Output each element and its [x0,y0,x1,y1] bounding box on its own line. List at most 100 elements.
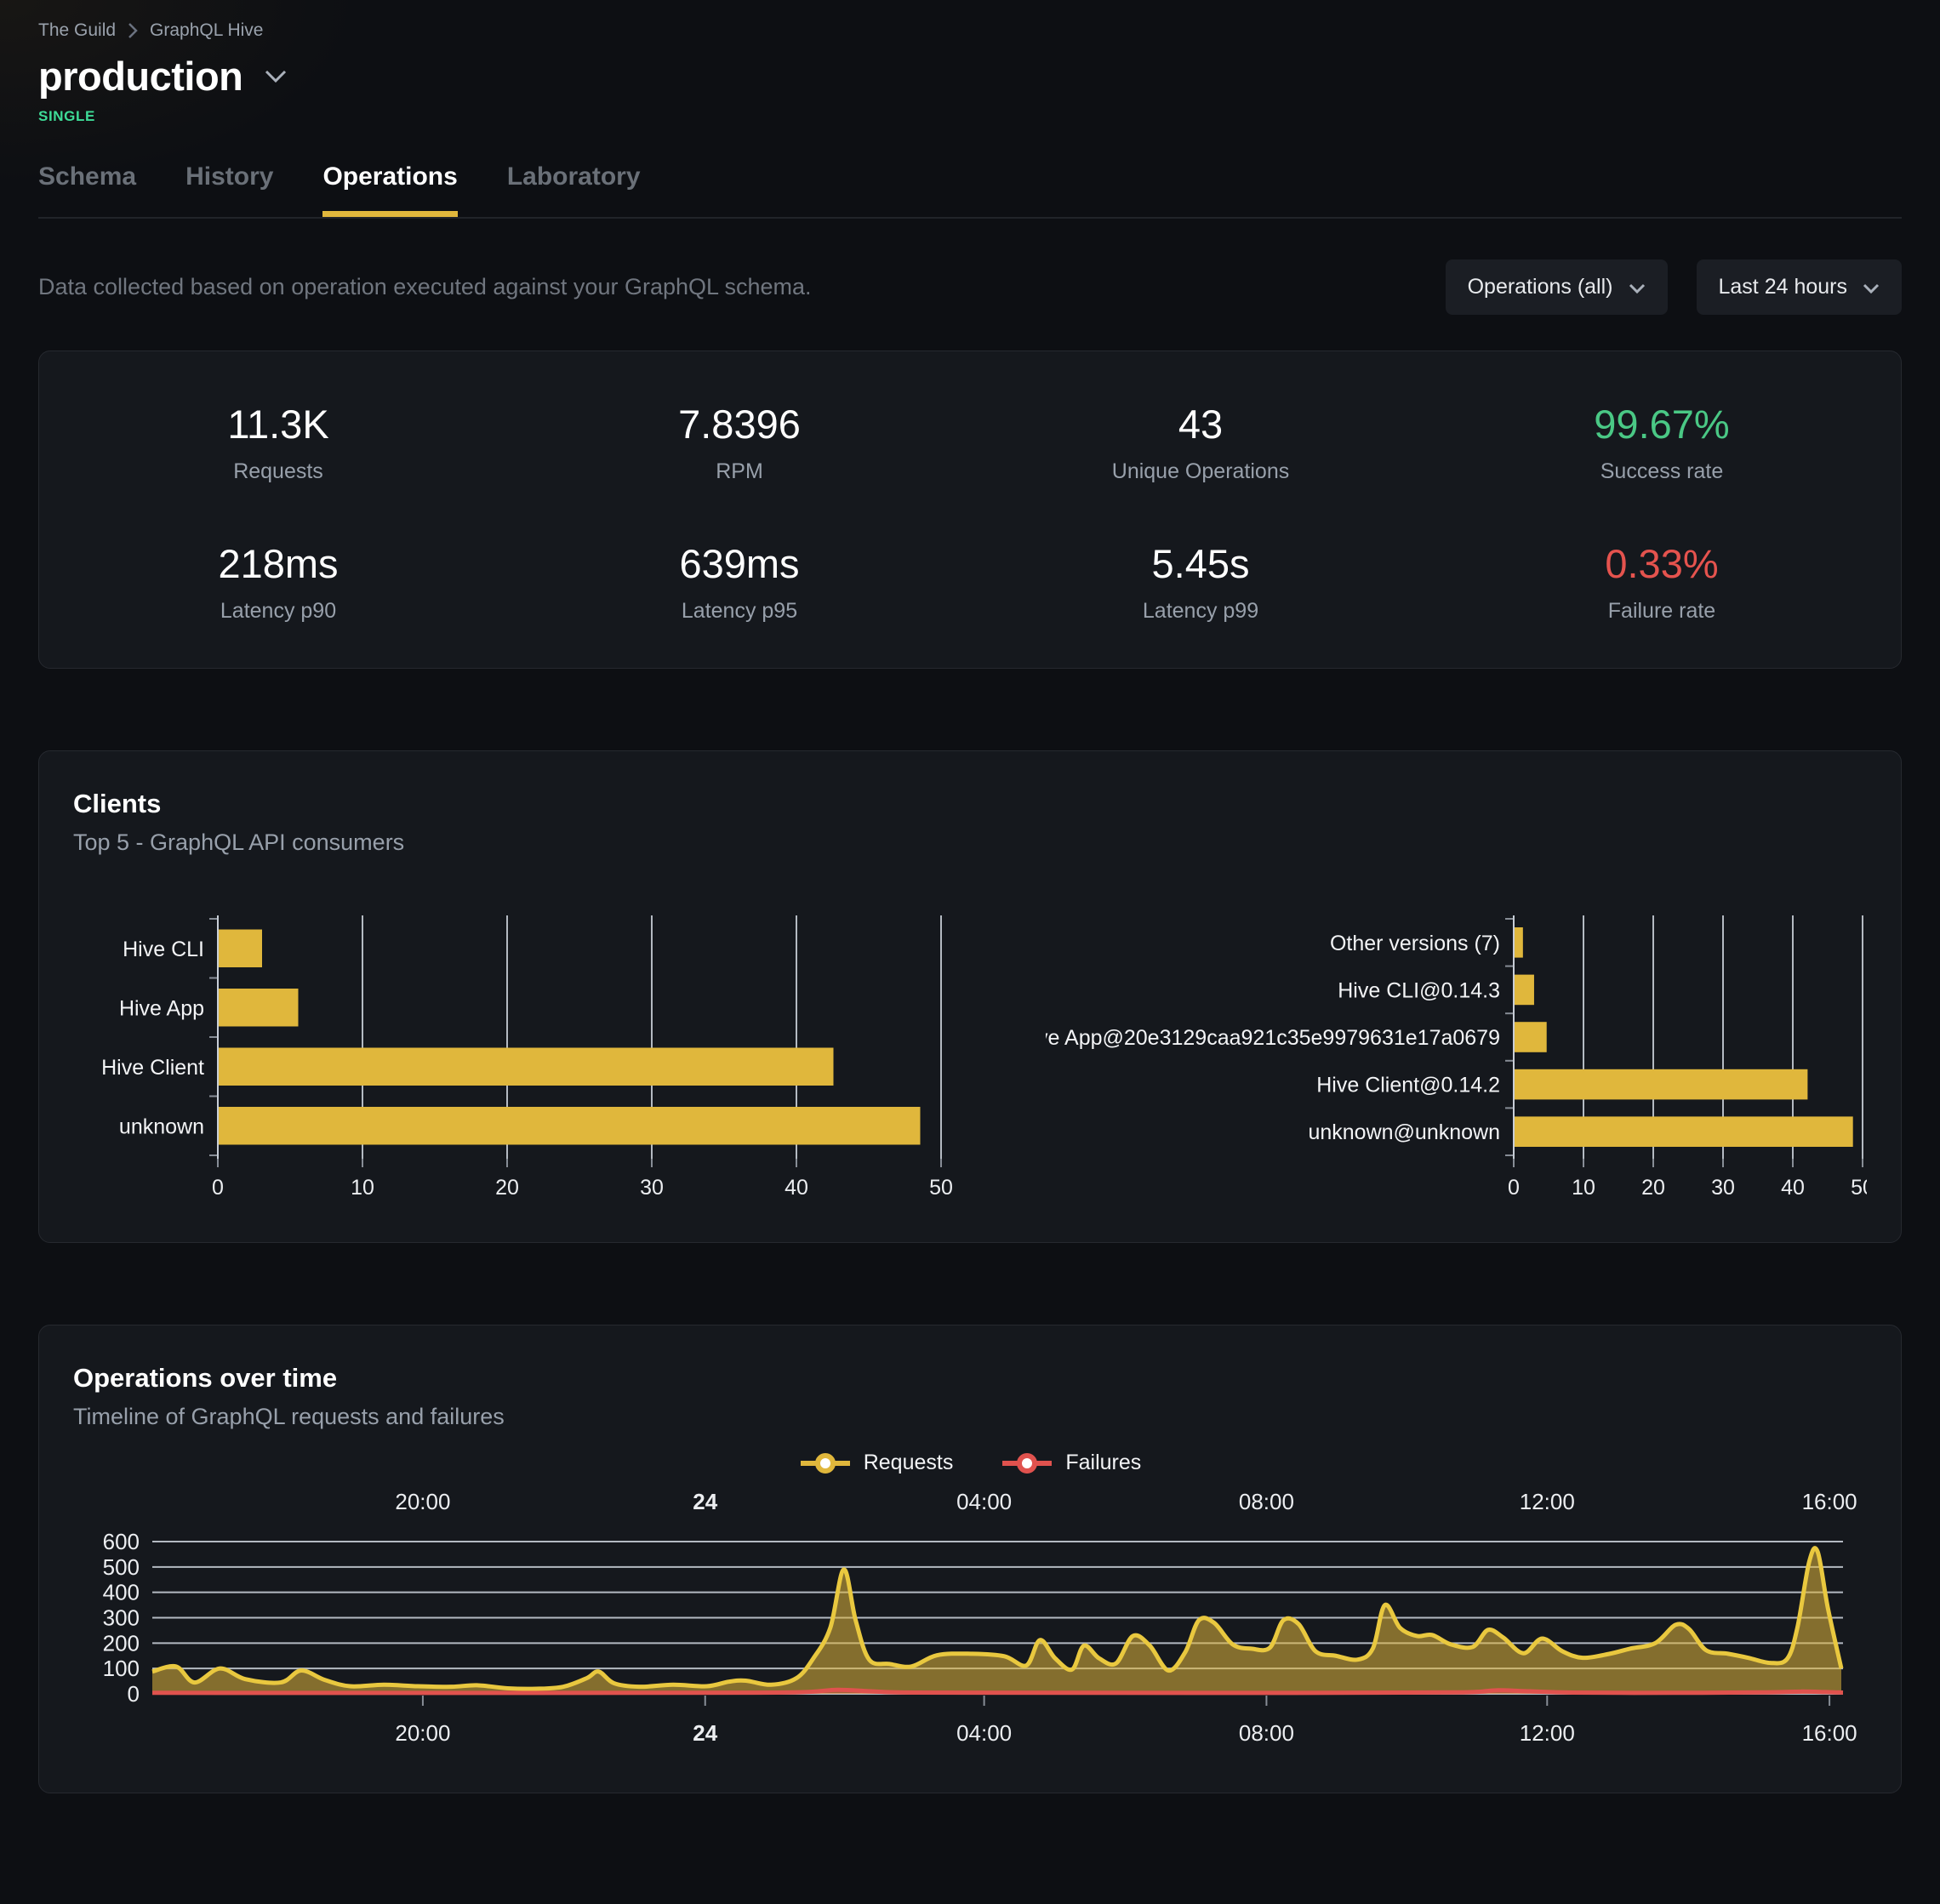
svg-text:40: 40 [785,1176,808,1200]
stat-latency-p99-value: 5.45s [1151,541,1250,586]
svg-text:100: 100 [103,1656,140,1681]
svg-text:16:00: 16:00 [1802,1720,1857,1746]
collection-description: Data collected based on operation execut… [38,274,812,299]
stats-panel: 11.3K Requests 7.8396 RPM 43 Unique Oper… [38,351,1902,669]
breadcrumb-project[interactable]: GraphQL Hive [150,20,264,40]
svg-text:08:00: 08:00 [1239,1720,1294,1746]
svg-text:unknown@unknown: unknown@unknown [1308,1120,1500,1144]
stat-latency-p95-value: 639ms [679,541,800,586]
page-header: The Guild GraphQL Hive production SINGLE [38,20,1902,125]
stat-failure-rate-label: Failure rate [1607,599,1716,623]
svg-text:Other versions (7): Other versions (7) [1330,932,1500,955]
stat-failure-rate-value: 0.33% [1605,541,1719,586]
svg-text:Hive CLI@0.14.3: Hive CLI@0.14.3 [1338,978,1500,1002]
stat-unique-operations: 43 Unique Operations [970,401,1431,484]
page-title: production [38,54,243,99]
legend-item-failures[interactable]: Failures [1001,1451,1141,1475]
svg-text:20: 20 [1641,1176,1665,1200]
svg-text:Hive CLI: Hive CLI [123,938,204,961]
svg-text:20:00: 20:00 [395,1720,450,1746]
clients-by-name-chart: 0 10 20 30 40 50 Hive CLI Hive App Hive Client un… [101,915,953,1200]
svg-text:04:00: 04:00 [956,1720,1012,1746]
operations-filter-dropdown[interactable]: Operations (all) [1445,259,1668,315]
operations-panel-title: Operations over time [73,1363,338,1393]
svg-text:50: 50 [929,1176,953,1200]
breadcrumb: The Guild GraphQL Hive [38,20,1902,41]
svg-text:Hive Client@0.14.2: Hive Client@0.14.2 [1316,1074,1500,1097]
stat-latency-p95: 639ms Latency p95 [509,540,970,624]
clients-panel: Clients Top 5 - GraphQL API consumers 0 1… [38,750,1902,1243]
operations-filter-value: Operations (all) [1467,275,1613,299]
svg-text:Hive App@20e3129caa921c35e9979: Hive App@20e3129caa921c35e9979631e17a067… [1046,1026,1500,1050]
svg-text:0: 0 [212,1176,224,1200]
svg-text:Hive Client: Hive Client [101,1056,204,1080]
svg-text:10: 10 [1572,1176,1595,1200]
stat-success-rate-label: Success rate [1600,459,1724,483]
stat-latency-p90-label: Latency p90 [220,599,337,623]
tab-schema[interactable]: Schema [38,162,137,191]
svg-text:300: 300 [103,1605,140,1631]
svg-text:10: 10 [351,1176,374,1200]
stat-rpm-label: RPM [716,459,763,483]
tab-history[interactable]: History [185,162,274,191]
stat-unique-operations-label: Unique Operations [1111,459,1290,483]
chevron-down-icon [1629,283,1645,294]
breadcrumb-separator-icon [128,23,138,38]
svg-text:20: 20 [495,1176,519,1200]
svg-text:500: 500 [103,1554,140,1580]
clients-panel-title: Clients [73,789,162,818]
stat-success-rate: 99.67% Success rate [1431,401,1892,484]
tab-bar: Schema History Operations Laboratory [38,162,1902,219]
svg-text:08:00: 08:00 [1239,1489,1294,1514]
legend-item-requests[interactable]: Requests [799,1451,954,1475]
svg-text:12:00: 12:00 [1520,1720,1575,1746]
target-type-badge: SINGLE [38,108,95,124]
svg-text:12:00: 12:00 [1520,1489,1575,1514]
svg-text:24: 24 [693,1489,717,1514]
tab-operations[interactable]: Operations [322,162,458,217]
failures-series-marker-icon [1002,1452,1053,1474]
period-filter-dropdown[interactable]: Last 24 hours [1696,259,1902,315]
svg-text:0: 0 [128,1681,140,1707]
svg-text:04:00: 04:00 [956,1489,1012,1514]
stat-requests: 11.3K Requests [48,401,509,484]
clients-panel-subtitle: Top 5 - GraphQL API consumers [73,829,405,855]
breadcrumb-org[interactable]: The Guild [38,20,117,40]
svg-text:200: 200 [103,1630,140,1656]
legend-requests-label: Requests [863,1451,954,1474]
svg-text:600: 600 [103,1529,140,1554]
chart-legend: Requests Failures [73,1451,1867,1475]
svg-text:24: 24 [693,1720,717,1746]
legend-failures-label: Failures [1065,1451,1142,1474]
stat-latency-p99-label: Latency p99 [1142,599,1259,623]
stat-latency-p95-label: Latency p95 [681,599,798,623]
stat-latency-p90: 218ms Latency p90 [48,540,509,624]
stat-success-rate-value: 99.67% [1594,402,1730,447]
stat-rpm-value: 7.8396 [678,402,801,447]
stat-latency-p90-value: 218ms [218,541,339,586]
operations-panel: Operations over time Timeline of GraphQL… [38,1325,1902,1793]
period-filter-value: Last 24 hours [1718,275,1848,299]
target-selector-chevron-icon[interactable] [265,70,287,83]
stat-rpm: 7.8396 RPM [509,401,970,484]
svg-text:20:00: 20:00 [395,1489,450,1514]
stat-unique-operations-value: 43 [1178,402,1224,447]
filter-row: Data collected based on operation execut… [38,259,1902,315]
svg-text:50: 50 [1851,1176,1867,1200]
svg-text:30: 30 [640,1176,664,1200]
svg-text:0: 0 [1508,1176,1520,1200]
clients-by-version-chart: 0 10 20 30 40 50 Other versions (7) Hive CLI@0.… [1046,915,1867,1200]
tab-laboratory[interactable]: Laboratory [506,162,641,191]
stat-requests-label: Requests [233,459,323,483]
svg-text:400: 400 [103,1580,140,1605]
svg-text:40: 40 [1781,1176,1805,1200]
operations-panel-subtitle: Timeline of GraphQL requests and failure… [73,1404,505,1429]
requests-series-marker-icon [800,1452,850,1474]
svg-text:unknown: unknown [119,1114,204,1138]
svg-text:Hive App: Hive App [119,996,204,1020]
chevron-down-icon [1863,283,1880,294]
svg-text:30: 30 [1711,1176,1735,1200]
stat-requests-value: 11.3K [227,402,329,447]
svg-text:16:00: 16:00 [1802,1489,1857,1514]
